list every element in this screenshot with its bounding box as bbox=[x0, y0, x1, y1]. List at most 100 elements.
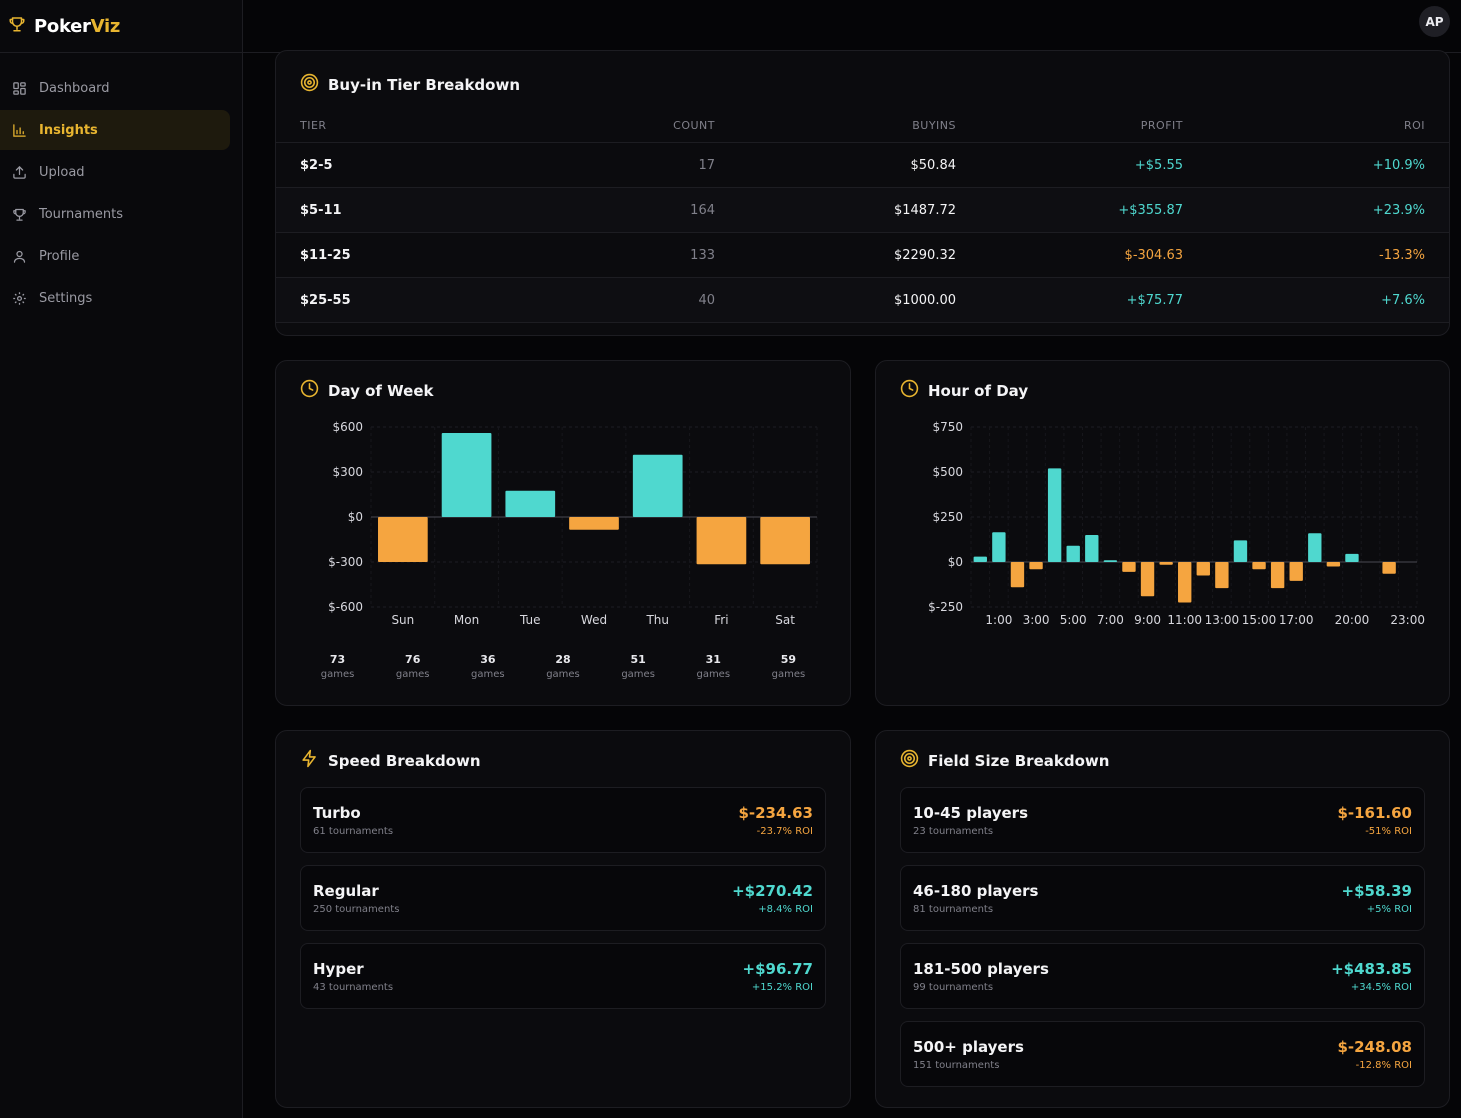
games-count: 73 games bbox=[320, 653, 355, 680]
bar bbox=[569, 517, 619, 530]
brand-name: PokerViz bbox=[34, 15, 121, 37]
bar bbox=[1270, 562, 1285, 589]
header-roi[interactable]: ROI bbox=[1403, 119, 1425, 132]
games-count: 51 games bbox=[621, 653, 655, 680]
sidebar-item-label: Settings bbox=[39, 290, 93, 306]
bar-chart-icon bbox=[11, 122, 27, 138]
bar bbox=[1029, 562, 1043, 570]
x-tick-label: 11:00 bbox=[1167, 613, 1202, 627]
target-icon bbox=[900, 749, 919, 772]
bar bbox=[378, 517, 428, 562]
header-tier[interactable]: TIER bbox=[300, 119, 327, 132]
card-title: Field Size Breakdown bbox=[900, 749, 1109, 772]
games-count-row: 73 games 76 games 36 games 28 games 51 games … bbox=[300, 653, 826, 680]
cell-profit: +$75.77 bbox=[1126, 292, 1183, 308]
cell-profit: +$355.87 bbox=[1118, 202, 1183, 218]
bar bbox=[696, 517, 747, 565]
bar bbox=[1196, 562, 1210, 576]
table-body: $2-5 17 $50.84 +$5.55 +10.9% $5-11 164 $… bbox=[276, 143, 1449, 323]
clock-icon bbox=[300, 379, 319, 402]
header-profit[interactable]: PROFIT bbox=[1140, 119, 1183, 132]
bar bbox=[1308, 533, 1322, 562]
sidebar-item-settings[interactable]: Settings bbox=[0, 278, 230, 318]
sidebar-item-tournaments[interactable]: Tournaments bbox=[0, 194, 230, 234]
cell-profit: +$5.55 bbox=[1134, 157, 1183, 173]
x-tick-label: Sat bbox=[775, 613, 795, 627]
bar bbox=[1140, 562, 1155, 597]
x-tick-label: 9:00 bbox=[1134, 613, 1161, 627]
trophy-icon bbox=[11, 206, 27, 222]
x-tick-label: 5:00 bbox=[1060, 613, 1087, 627]
cell-profit: $-304.63 bbox=[1124, 247, 1183, 263]
cell-tier: $2-5 bbox=[300, 157, 333, 173]
field-size-item[interactable]: 46-180 players 81 tournaments +$58.39 +5% … bbox=[900, 865, 1425, 931]
y-tick-label: $500 bbox=[932, 465, 963, 479]
x-tick-label: Mon bbox=[454, 613, 479, 627]
buyin-tier-table: TIER COUNT BUYINS PROFIT ROI $2-5 17 $50… bbox=[276, 109, 1449, 323]
cell-buyins: $1487.72 bbox=[893, 202, 956, 218]
bar bbox=[760, 517, 810, 565]
buyin-tier-card: Buy-in Tier Breakdown TIER COUNT BUYINS … bbox=[275, 50, 1450, 336]
avatar[interactable]: AP bbox=[1419, 6, 1450, 37]
cell-buyins: $50.84 bbox=[910, 157, 957, 173]
card-title: Speed Breakdown bbox=[300, 749, 481, 772]
speed-item-regular[interactable]: Regular 250 tournaments +$270.42 +8.4% ROI bbox=[300, 865, 826, 931]
sidebar-item-insights[interactable]: Insights bbox=[0, 110, 230, 150]
field-size-card: Field Size Breakdown 10-45 players 23 tou… bbox=[875, 730, 1450, 1108]
cell-roi: -13.3% bbox=[1379, 247, 1425, 263]
speed-item-hyper[interactable]: Hyper 43 tournaments +$96.77 +15.2% ROI bbox=[300, 943, 826, 1009]
target-icon bbox=[300, 73, 319, 96]
field-size-item[interactable]: 181-500 players 99 tournaments +$483.85 +3… bbox=[900, 943, 1425, 1009]
sidebar-item-upload[interactable]: Upload bbox=[0, 152, 230, 192]
sidebar-item-label: Tournaments bbox=[39, 206, 124, 222]
table-row: $2-5 17 $50.84 +$5.55 +10.9% bbox=[276, 143, 1449, 188]
sidebar: PokerViz Dashboard Insights Upload Tourn… bbox=[0, 0, 243, 1118]
hour-of-day-card: Hour of Day $750 $500 $250 $0 $-250 1:00 3:00 5… bbox=[875, 360, 1450, 706]
brand[interactable]: PokerViz bbox=[0, 0, 242, 53]
bar bbox=[1010, 562, 1025, 588]
x-tick-label: 23:00 bbox=[1390, 613, 1425, 627]
speed-list: Turbo 61 tournaments $-234.63 -23.7% ROI R… bbox=[300, 787, 826, 1021]
x-tick-label: 3:00 bbox=[1023, 613, 1050, 627]
sidebar-item-label: Upload bbox=[39, 164, 85, 180]
x-tick-label: 13:00 bbox=[1205, 613, 1240, 627]
bar bbox=[973, 556, 987, 562]
field-size-item[interactable]: 10-45 players 23 tournaments $-161.60 -51%… bbox=[900, 787, 1425, 853]
y-tick-label: $250 bbox=[932, 510, 963, 524]
cell-tier: $5-11 bbox=[300, 202, 342, 218]
cell-tier: $11-25 bbox=[300, 247, 351, 263]
cell-count: 17 bbox=[698, 157, 715, 173]
speed-breakdown-card: Speed Breakdown Turbo 61 tournaments $-23… bbox=[275, 730, 851, 1108]
field-size-item[interactable]: 500+ players 151 tournaments $-248.08 -12.… bbox=[900, 1021, 1425, 1087]
bar bbox=[1289, 562, 1303, 581]
sidebar-item-label: Dashboard bbox=[39, 80, 110, 96]
bar bbox=[441, 433, 492, 517]
upload-icon bbox=[11, 164, 27, 180]
card-title: Hour of Day bbox=[900, 379, 1028, 402]
bar bbox=[1103, 560, 1118, 562]
bar bbox=[505, 490, 556, 517]
speed-item-turbo[interactable]: Turbo 61 tournaments $-234.63 -23.7% ROI bbox=[300, 787, 826, 853]
header-buyins[interactable]: BUYINS bbox=[912, 119, 956, 132]
table-row: $5-11 164 $1487.72 +$355.87 +23.9% bbox=[276, 188, 1449, 233]
games-count: 28 games bbox=[546, 653, 580, 680]
sidebar-item-profile[interactable]: Profile bbox=[0, 236, 230, 276]
gear-icon bbox=[11, 290, 27, 306]
y-tick-label: $750 bbox=[932, 420, 963, 434]
x-tick-label: Fri bbox=[714, 613, 728, 627]
header-count[interactable]: COUNT bbox=[673, 119, 715, 132]
bar bbox=[1066, 545, 1080, 562]
field-size-list: 10-45 players 23 tournaments $-161.60 -51%… bbox=[900, 787, 1425, 1099]
day-of-week-chart: $600 $300 $0 $-300 $-600 Sun Mon Tue Wed Thu Fri Sa… bbox=[328, 420, 818, 627]
sidebar-item-dashboard[interactable]: Dashboard bbox=[0, 68, 230, 108]
table-row: $25-55 40 $1000.00 +$75.77 +7.6% bbox=[276, 278, 1449, 323]
cell-roi: +7.6% bbox=[1381, 292, 1425, 308]
table-row: $11-25 133 $2290.32 $-304.63 -13.3% bbox=[276, 233, 1449, 278]
cell-buyins: $1000.00 bbox=[893, 292, 956, 308]
bar bbox=[632, 454, 683, 517]
card-title: Buy-in Tier Breakdown bbox=[300, 73, 520, 96]
bar bbox=[1047, 468, 1062, 562]
x-tick-label: 7:00 bbox=[1097, 613, 1124, 627]
cell-roi: +23.9% bbox=[1372, 202, 1425, 218]
bar bbox=[1233, 540, 1248, 562]
